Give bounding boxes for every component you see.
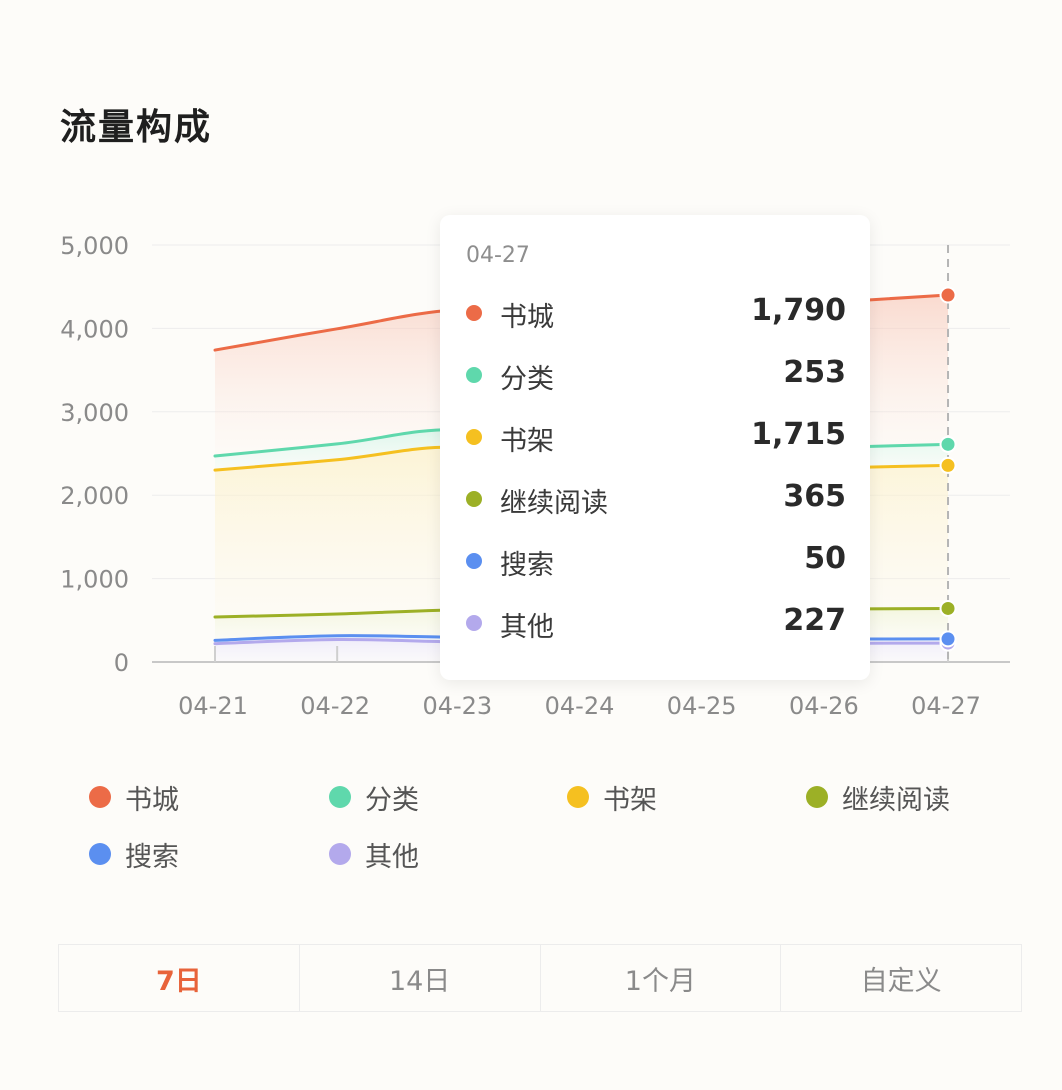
legend-label: 书架 <box>603 785 657 816</box>
tooltip-row-qita: 其他 227 <box>466 603 846 643</box>
chart-tooltip: 04-27 书城 1,790 分类 253 书架 1,715 继续阅读 365 … <box>440 215 870 680</box>
series-dot-icon <box>466 553 482 569</box>
highlight-point <box>939 435 957 453</box>
y-tick-label: 4,000 <box>60 315 129 343</box>
y-tick-label: 0 <box>114 649 129 677</box>
tooltip-row-sousuo: 搜索 50 <box>466 541 846 581</box>
y-tick-label: 5,000 <box>60 232 129 260</box>
legend-dot-icon <box>329 786 351 808</box>
y-tick-label: 1,000 <box>60 566 129 594</box>
y-tick-label: 3,000 <box>60 399 129 427</box>
x-tick-label: 04-26 <box>789 692 859 720</box>
tooltip-label: 继续阅读 <box>500 488 608 519</box>
legend-label: 分类 <box>365 785 419 816</box>
legend-dot-icon <box>89 786 111 808</box>
highlight-point <box>939 286 957 304</box>
series-dot-icon <box>466 367 482 383</box>
legend-label: 继续阅读 <box>842 785 950 816</box>
tooltip-label: 分类 <box>500 364 554 395</box>
series-dot-icon <box>466 615 482 631</box>
tab-1-month[interactable]: 1个月 <box>541 945 782 1011</box>
tooltip-value: 365 <box>783 479 846 514</box>
tooltip-label: 书架 <box>500 426 554 457</box>
tooltip-row-fenlei: 分类 253 <box>466 355 846 395</box>
tooltip-label: 搜索 <box>500 550 554 581</box>
x-tick-label: 04-27 <box>911 692 981 720</box>
highlight-point <box>939 456 957 474</box>
tooltip-date: 04-27 <box>466 243 530 268</box>
tooltip-value: 227 <box>783 603 846 638</box>
tooltip-row-shujia: 书架 1,715 <box>466 417 846 457</box>
legend-dot-icon <box>567 786 589 808</box>
tab-7-days[interactable]: 7日 <box>59 945 300 1011</box>
series-dot-icon <box>466 305 482 321</box>
x-tick-label: 04-22 <box>300 692 370 720</box>
page-title: 流量构成 <box>60 107 213 148</box>
tooltip-value: 1,715 <box>751 417 846 452</box>
legend-dot-icon <box>89 843 111 865</box>
tooltip-value: 50 <box>804 541 846 576</box>
series-dot-icon <box>466 429 482 445</box>
legend-dot-icon <box>329 843 351 865</box>
date-range-tabs: 7日 14日 1个月 自定义 <box>58 944 1022 1012</box>
tab-custom[interactable]: 自定义 <box>860 965 942 997</box>
legend-label: 其他 <box>365 842 419 873</box>
x-tick-label: 04-25 <box>667 692 737 720</box>
highlight-point <box>939 599 957 617</box>
tooltip-row-shucheng: 书城 1,790 <box>466 293 846 333</box>
tab-14-days[interactable]: 14日 <box>300 945 541 1011</box>
tooltip-value: 1,790 <box>751 293 846 328</box>
legend-label: 书城 <box>125 785 179 816</box>
y-tick-label: 2,000 <box>60 482 129 510</box>
legend-dot-icon <box>806 786 828 808</box>
tooltip-label: 其他 <box>500 612 554 643</box>
tooltip-label: 书城 <box>500 302 554 333</box>
x-tick-label: 04-24 <box>545 692 615 720</box>
tooltip-row-jixuyuedu: 继续阅读 365 <box>466 479 846 519</box>
series-dot-icon <box>466 491 482 507</box>
tooltip-value: 253 <box>783 355 846 390</box>
x-tick-label: 04-23 <box>422 692 492 720</box>
legend-label: 搜索 <box>125 842 179 873</box>
x-tick-label: 04-21 <box>178 692 248 720</box>
highlight-point <box>939 630 957 648</box>
